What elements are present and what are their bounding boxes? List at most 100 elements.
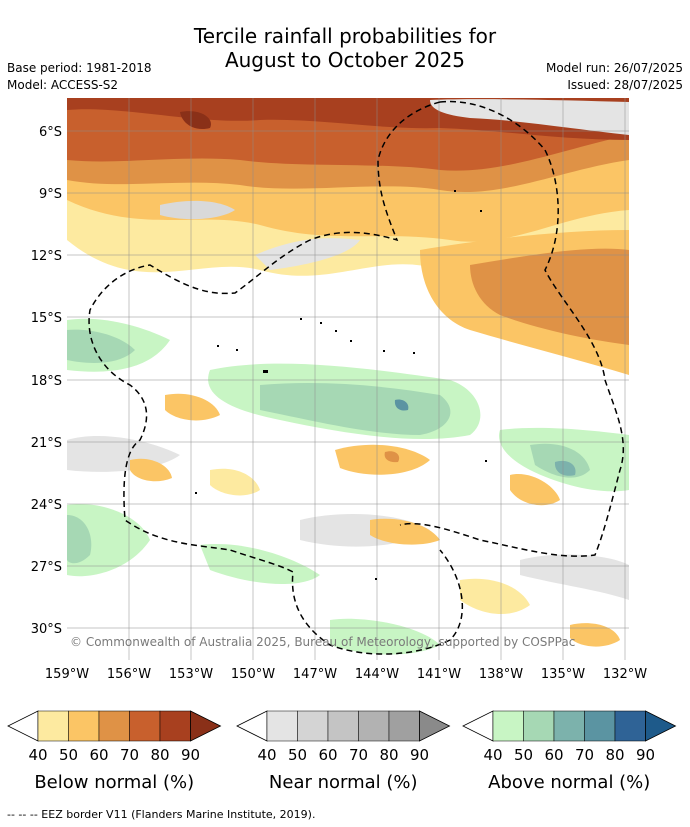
longitude-axis: 159°W 156°W 153°W 150°W 147°W 144°W 141°… — [45, 667, 647, 682]
above-50-west — [67, 329, 135, 363]
lat-tick: 18°S — [31, 374, 62, 389]
colorbar-min-arrow — [7, 710, 39, 742]
colorbar-max-arrow — [190, 710, 222, 742]
colorbar-swatch — [297, 710, 329, 742]
meta-left: Base period: 1981-2018 Model: ACCESS-S2 — [7, 60, 152, 94]
colorbar-tick-label: 50 — [514, 746, 533, 764]
above-60-east — [554, 460, 576, 476]
lat-tick: 9°S — [39, 187, 62, 202]
colorbar-swatch — [266, 710, 298, 742]
near-normal-north — [430, 99, 629, 135]
colorbar-swatch — [553, 710, 585, 742]
lon-tick: 153°W — [169, 667, 213, 682]
colorbar-swatch — [37, 710, 69, 742]
eez-borders — [88, 100, 624, 655]
above-40-south — [200, 544, 320, 585]
colorbar-swatch — [159, 710, 191, 742]
lat-tick: 6°S — [39, 125, 62, 140]
below-south-patch — [460, 578, 530, 615]
colorbar-tick-label: 60 — [89, 746, 108, 764]
map-area: © Commonwealth of Australia 2025, Bureau… — [67, 98, 629, 660]
below-east-60 — [470, 248, 629, 345]
lon-tick: 135°W — [541, 667, 585, 682]
model-run: Model run: 26/07/2025 — [545, 61, 683, 75]
lon-tick: 141°W — [417, 667, 461, 682]
below-south-patch — [335, 444, 430, 475]
colorbar-tick-label: 40 — [257, 746, 276, 764]
lon-tick: 159°W — [45, 667, 89, 682]
above-50-central — [260, 383, 451, 435]
lon-tick: 138°W — [479, 667, 523, 682]
colorbar-title: Near normal (%) — [269, 772, 418, 793]
lat-tick: 24°S — [31, 498, 62, 513]
colorbar-swatch — [523, 710, 555, 742]
colorbar-tick-label: 70 — [575, 746, 594, 764]
colorbar-swatch — [68, 710, 100, 742]
base-period: Base period: 1981-2018 — [7, 61, 152, 75]
colorbar-legends: 40 50 60 70 80 90 Below normal (%) 40 50 60 70 80 90… — [7, 710, 677, 793]
colorbar-swatch — [358, 710, 390, 742]
colorbar-tick-label: 90 — [181, 746, 200, 764]
colorbar-tick-label: 70 — [120, 746, 139, 764]
above-50-southwest — [67, 515, 92, 564]
above-80-spot — [394, 399, 409, 411]
above-40-south-2 — [330, 618, 440, 655]
map-title: Tercile rainfall probabilities for Augus… — [0, 24, 690, 72]
lat-tick: 30°S — [31, 622, 62, 637]
below-south-patch — [165, 393, 220, 421]
lon-tick: 132°W — [603, 667, 647, 682]
title-line-2: August to October 2025 — [224, 48, 466, 72]
lat-tick: 21°S — [31, 436, 62, 451]
lat-tick: 27°S — [31, 560, 62, 575]
lon-tick: 150°W — [231, 667, 275, 682]
issued-date: Issued: 28/07/2025 — [567, 78, 683, 92]
copyright-text: © Commonwealth of Australia 2025, Bureau… — [70, 635, 575, 649]
lat-tick: 12°S — [31, 249, 62, 264]
lon-tick: 147°W — [293, 667, 337, 682]
colorbar-2: 40 50 60 70 80 90 Near normal (%) — [236, 710, 451, 793]
colorbar-tick-label: 80 — [605, 746, 624, 764]
below-south-patch — [510, 474, 560, 506]
lat-tick: 15°S — [31, 311, 62, 326]
below-south-patch — [570, 623, 620, 647]
colorbar-max-arrow — [645, 710, 677, 742]
lon-tick: 144°W — [355, 667, 399, 682]
eez-border-west — [88, 101, 463, 655]
colorbar-tick-label: 50 — [59, 746, 78, 764]
below-south-patch — [130, 458, 172, 482]
colorbar-tick-label: 80 — [150, 746, 169, 764]
title-line-1: Tercile rainfall probabilities for — [193, 24, 497, 48]
near-normal-patch — [255, 238, 360, 270]
near-normal-patch — [160, 200, 235, 220]
meta-right: Model run: 26/07/2025 Issued: 28/07/2025 — [546, 60, 683, 94]
below-90-patch — [180, 111, 211, 130]
colorbar-title: Above normal (%) — [488, 772, 650, 793]
colorbar-tick-label: 60 — [318, 746, 337, 764]
colorbar-3: 40 50 60 70 80 90 Above normal (%) — [462, 710, 677, 793]
below-south-spot — [384, 451, 400, 463]
colorbar-tick-label: 60 — [544, 746, 563, 764]
colorbar-swatch — [584, 710, 616, 742]
colorbar-tick-label: 40 — [28, 746, 47, 764]
colorbar-tick-label: 90 — [636, 746, 655, 764]
eez-border-east — [399, 100, 624, 557]
colorbar-swatch — [98, 710, 130, 742]
islands — [195, 190, 487, 580]
lon-tick: 156°W — [107, 667, 151, 682]
below-south-patch — [210, 468, 260, 496]
latitude-axis: 6°S 9°S 12°S 15°S 18°S 21°S 24°S 27°S 30… — [31, 125, 62, 637]
colorbar-swatch — [614, 710, 646, 742]
colorbar-tick-label: 50 — [288, 746, 307, 764]
colorbar-1: 40 50 60 70 80 90 Below normal (%) — [7, 710, 222, 793]
colorbar-title: Below normal (%) — [34, 772, 194, 793]
colorbar-swatch — [327, 710, 359, 742]
colorbar-swatch — [129, 710, 161, 742]
colorbar-min-arrow — [462, 710, 494, 742]
model-name: Model: ACCESS-S2 — [7, 78, 119, 92]
colorbar-swatch — [492, 710, 524, 742]
colorbar-tick-label: 40 — [483, 746, 502, 764]
colorbar-tick-label: 90 — [410, 746, 429, 764]
colorbar-tick-label: 80 — [379, 746, 398, 764]
map-grid — [67, 98, 629, 660]
